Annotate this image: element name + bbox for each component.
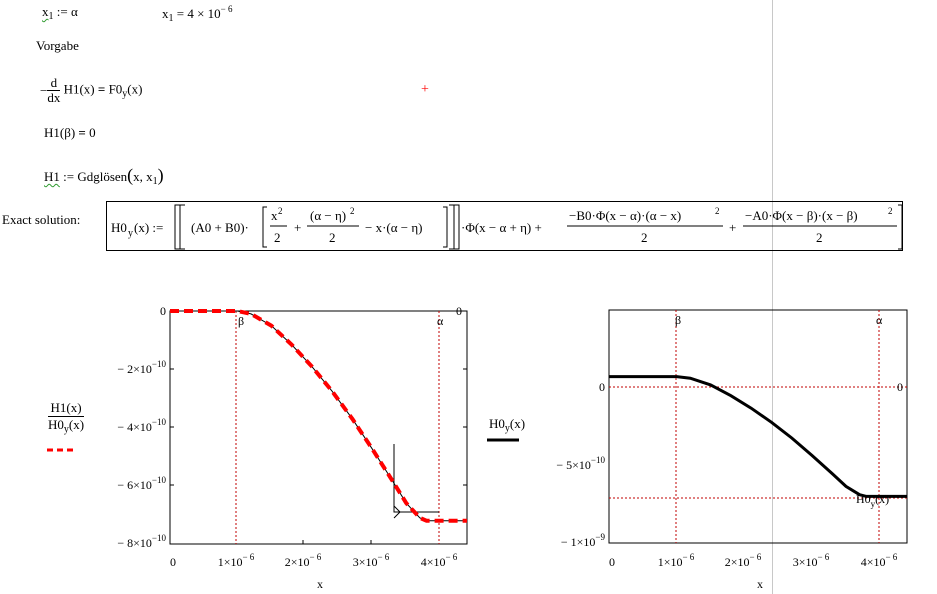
right-chart-series-h0y <box>609 375 907 498</box>
svg-text:2: 2 <box>816 230 823 245</box>
svg-text:2×10− 6: 2×10− 6 <box>285 552 322 569</box>
left-chart-alpha-marker: α <box>437 314 444 328</box>
left-chart-yticklabels: 0 − 2×10−10 − 4×10−10 − 6×10−10 − 8×10−1… <box>117 304 166 550</box>
svg-text:2: 2 <box>350 206 355 216</box>
trace-cursor-icon <box>393 444 439 519</box>
svg-text:3×10− 6: 3×10− 6 <box>353 552 390 569</box>
svg-text:x: x <box>271 208 278 223</box>
right-legend-line <box>487 438 519 442</box>
right-chart-alpha-marker: α <box>876 313 883 327</box>
svg-text:3×10− 6: 3×10− 6 <box>793 552 830 569</box>
svg-text:(A0 + B0)·: (A0 + B0)· <box>191 220 249 235</box>
svg-text:−B0·Φ(x − α)·(α − x): −B0·Φ(x − α)·(α − x) <box>569 208 681 223</box>
svg-text:2: 2 <box>641 230 648 245</box>
left-chart[interactable]: 0 − 2×10−10 − 4×10−10 − 6×10−10 − 8×10−1… <box>100 300 480 594</box>
svg-text:0: 0 <box>170 555 176 569</box>
right-chart-grid <box>609 310 907 543</box>
boundary-condition[interactable]: H1(β) = 0 <box>44 125 96 140</box>
svg-text:− 5×10−10: − 5×10−10 <box>556 455 605 472</box>
svg-text:− 6×10−10: − 6×10−10 <box>117 475 166 492</box>
svg-text:+: + <box>294 220 301 235</box>
left-legend-line <box>47 448 75 452</box>
left-chart-series-h0y <box>170 310 467 522</box>
svg-text:(α − η): (α − η) <box>310 208 346 223</box>
svg-text:− x·(α − η): − x·(α − η) <box>365 220 423 235</box>
vertical-ruler-line <box>772 0 773 594</box>
ode-equation[interactable]: − d dx H1(x) = F0y(x) <box>40 75 143 105</box>
svg-text:+: + <box>729 220 736 235</box>
svg-text:− 2×10−10: − 2×10−10 <box>117 359 166 376</box>
right-legend: H0y(x) <box>489 416 526 434</box>
right-chart-zero-marker: 0 <box>897 380 903 394</box>
svg-text:4×10− 6: 4×10− 6 <box>861 552 898 569</box>
x1-value[interactable]: x1 = 4 × 10− 6 <box>162 4 233 24</box>
left-chart-ticks <box>170 368 467 544</box>
left-chart-frame <box>169 310 468 545</box>
left-chart-xticklabels: 0 1×10− 6 2×10− 6 3×10− 6 4×10− 6 x <box>170 552 458 591</box>
left-chart-grid <box>235 311 440 544</box>
svg-text:2: 2 <box>715 206 720 216</box>
svg-text:4×10− 6: 4×10− 6 <box>421 552 458 569</box>
svg-text:2×10− 6: 2×10− 6 <box>725 552 762 569</box>
svg-text:1×10− 6: 1×10− 6 <box>218 552 255 569</box>
solve-statement[interactable]: H1 := Gdglösen(x, x1) <box>44 165 164 187</box>
right-chart-frame <box>608 309 908 544</box>
left-chart-xlabel: x <box>317 577 323 591</box>
svg-text:1×10− 6: 1×10− 6 <box>658 552 695 569</box>
svg-text:0: 0 <box>599 380 605 394</box>
svg-text:− 4×10−10: − 4×10−10 <box>117 417 166 434</box>
left-legend-series2: H0y(x) <box>48 416 85 438</box>
svg-text:2: 2 <box>278 206 283 216</box>
svg-text:2: 2 <box>329 230 336 245</box>
x1-definition[interactable]: x1 := α <box>42 4 78 22</box>
svg-text:0: 0 <box>609 555 615 569</box>
left-legend-series1: H1(x) <box>50 400 82 415</box>
svg-text:− 8×10−10: − 8×10−10 <box>117 533 166 550</box>
svg-text:H0: H0 <box>111 220 127 235</box>
right-chart-trace-label: H0y(x) <box>856 492 889 509</box>
vorgabe-label[interactable]: Vorgabe <box>36 38 79 53</box>
svg-text:0: 0 <box>160 304 166 318</box>
right-chart-yticklabels: 0 − 5×10−10 − 1×10−9 <box>556 380 605 549</box>
left-legend: H1(x) H0y(x) <box>48 400 85 438</box>
svg-text:−A0·Φ(x − β)·(x − β): −A0·Φ(x − β)·(x − β) <box>745 208 858 223</box>
svg-text:2: 2 <box>274 230 281 245</box>
svg-text:(x) :=: (x) := <box>134 220 163 235</box>
svg-text:2: 2 <box>888 206 893 216</box>
exact-solution-label: Exact solution: <box>2 212 81 227</box>
left-chart-zero-marker: 0 <box>456 304 462 318</box>
left-chart-beta-marker: β <box>238 314 244 328</box>
right-chart-xlabel: x <box>757 577 763 591</box>
right-chart-xticklabels: 0 1×10− 6 2×10− 6 3×10− 6 4×10− 6 x <box>609 552 898 591</box>
right-chart[interactable]: 0 − 5×10−10 − 1×10−9 0 1×10− 6 2×10− 6 3… <box>545 300 937 594</box>
svg-text:·Φ(x − α + η) +: ·Φ(x − α + η) + <box>461 220 542 235</box>
svg-text:− 1×10−9: − 1×10−9 <box>561 532 606 549</box>
right-chart-beta-marker: β <box>675 313 681 327</box>
insertion-cursor-icon: + <box>421 82 429 97</box>
left-chart-series-h1 <box>170 309 467 523</box>
svg-text:y: y <box>128 228 133 239</box>
